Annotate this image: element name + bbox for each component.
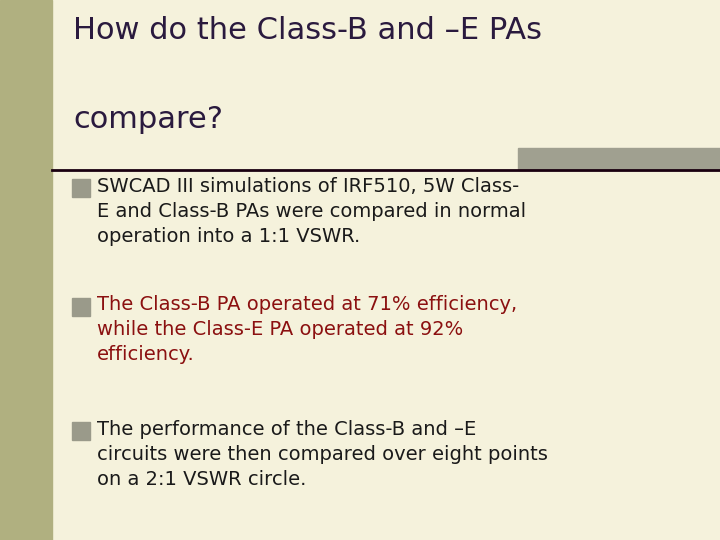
Bar	[0, 0, 52, 540]
Text: The performance of the Class-B and –E
circuits were then compared over eight poi: The performance of the Class-B and –E ci…	[97, 420, 548, 489]
Bar	[72, 179, 90, 197]
Bar	[518, 148, 720, 170]
Text: The Class-B PA operated at 71% efficiency,
while the Class-E PA operated at 92%
: The Class-B PA operated at 71% efficienc…	[97, 295, 518, 364]
Text: How do the Class-B and –E PAs: How do the Class-B and –E PAs	[73, 16, 542, 45]
Text: SWCAD III simulations of IRF510, 5W Class-
E and Class-B PAs were compared in no: SWCAD III simulations of IRF510, 5W Clas…	[97, 177, 526, 246]
Bar	[72, 422, 90, 440]
Bar	[72, 298, 90, 316]
Text: compare?: compare?	[73, 105, 223, 134]
